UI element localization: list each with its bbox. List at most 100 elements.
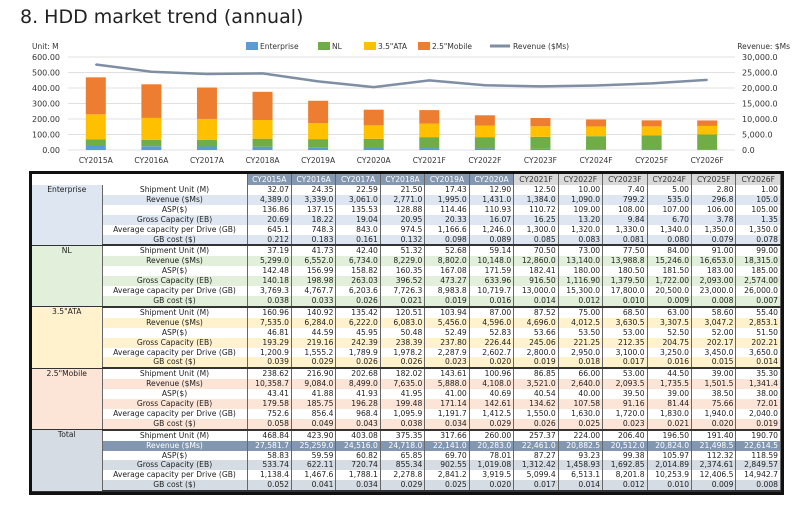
- section-label: NL: [32, 245, 103, 308]
- data-cell: 160.96: [247, 306, 292, 318]
- metric-label: GB cost ($): [102, 234, 248, 247]
- data-cell: 0.025: [424, 480, 470, 493]
- column-header: CY2026F: [735, 174, 781, 185]
- data-cell: 0.033: [291, 295, 337, 308]
- header-blank: [32, 174, 248, 185]
- bar-25mobile: [586, 119, 607, 127]
- data-cell: 0.038: [247, 295, 292, 308]
- data-cell: 0.017: [602, 357, 648, 370]
- data-cell: 2,093.5: [602, 379, 648, 390]
- metric-label: Gross Capacity (EB): [102, 214, 248, 225]
- data-cell: 1,300.0: [513, 224, 559, 235]
- data-cell: 50.48: [380, 327, 426, 338]
- y-tick-label: 300.00: [32, 100, 60, 109]
- data-cell: 136.86: [247, 204, 292, 215]
- data-cell: 0.038: [380, 418, 426, 431]
- y-tick-label: 200.00: [32, 115, 60, 124]
- data-cell: 120.51: [380, 306, 426, 318]
- y2-tick-label: 10,000.0: [742, 115, 778, 124]
- data-cell: 110.93: [469, 204, 515, 215]
- data-cell: 720.74: [335, 460, 381, 471]
- data-cell: 752.6: [247, 408, 292, 419]
- data-cell: 193.29: [247, 337, 292, 348]
- column-header: CY2023F: [602, 174, 648, 185]
- data-cell: 1,350.0: [735, 224, 781, 235]
- data-cell: 4,696.0: [513, 317, 559, 328]
- data-cell: 40.00: [558, 389, 604, 400]
- bar-nl: [530, 136, 551, 149]
- data-cell: 39.00: [691, 368, 737, 380]
- bar-35ata: [641, 126, 662, 136]
- data-cell: 25,259.0: [291, 440, 337, 451]
- data-cell: 1,788.1: [335, 470, 381, 481]
- data-cell: 0.026: [335, 357, 381, 370]
- data-cell: 2,287.9: [424, 347, 470, 358]
- data-cell: 1,019.08: [469, 460, 515, 471]
- table-row: Gross Capacity (EB) 179.58 185.75 196.28 199…: [32, 399, 781, 409]
- metric-label: ASP($): [102, 266, 248, 277]
- data-cell: 198.98: [291, 276, 337, 287]
- data-cell: 0.026: [335, 295, 381, 308]
- data-cell: 968.4: [335, 408, 381, 419]
- data-cell: 5,456.0: [424, 317, 470, 328]
- legend-label: 3.5"ATA: [378, 42, 408, 51]
- data-cell: 70.50: [513, 245, 559, 257]
- metric-label: Revenue ($Ms): [102, 194, 248, 205]
- revenue-point: [706, 79, 709, 81]
- data-cell: 135.42: [335, 306, 381, 318]
- bar-nl: [363, 138, 384, 149]
- data-cell: 242.39: [335, 337, 381, 348]
- data-cell: 7,726.3: [380, 286, 426, 296]
- data-cell: 1,735.5: [647, 379, 693, 390]
- data-cell: 1,550.0: [513, 408, 559, 419]
- data-cell: 112.32: [691, 450, 737, 461]
- data-cell: 109.00: [558, 204, 604, 215]
- data-cell: 0.020: [469, 480, 515, 493]
- data-cell: 24,516.0: [335, 440, 381, 451]
- data-cell: 0.009: [647, 295, 693, 308]
- data-cell: 2,853.1: [735, 317, 781, 328]
- metric-label: ASP($): [102, 450, 248, 461]
- data-cell: 75.66: [691, 399, 737, 409]
- data-cell: 1,312.42: [513, 460, 559, 471]
- data-cell: 52.49: [424, 327, 470, 338]
- bar-35ata: [419, 123, 440, 138]
- data-cell: 134.62: [513, 399, 559, 409]
- table-row: Enterprise Shipment Unit (M) 32.07 24.35 22.…: [32, 185, 781, 246]
- data-cell: 41.95: [380, 389, 426, 400]
- data-cell: 1,830.0: [647, 408, 693, 419]
- data-cell: 91.00: [691, 245, 737, 257]
- x-tick-label: CY2019A: [301, 156, 336, 165]
- data-cell: 13,140.0: [558, 256, 604, 267]
- revenue-point: [206, 73, 208, 75]
- y-tick-label: 500.00: [32, 69, 60, 78]
- revenue-line: [95, 63, 708, 89]
- data-cell: 7,535.0: [247, 317, 292, 328]
- data-cell: 22,141.0: [424, 440, 470, 451]
- data-cell: 8,802.0: [424, 256, 470, 267]
- right-axis-label: Revenue: $Ms: [737, 42, 790, 51]
- data-cell: 226.44: [469, 337, 515, 348]
- x-tick-label: CY2022F: [468, 156, 501, 165]
- data-cell: 1,166.6: [424, 224, 470, 235]
- data-cell: 0.008: [691, 295, 737, 308]
- data-cell: 78.01: [469, 450, 515, 461]
- data-cell: 3,061.0: [335, 194, 381, 205]
- y-tick-label: 600.00: [32, 53, 60, 62]
- data-cell: 0.010: [602, 295, 648, 308]
- data-cell: 196.50: [647, 429, 693, 441]
- data-cell: 75.00: [558, 306, 604, 318]
- data-cell: 40.69: [469, 389, 515, 400]
- metric-label: Shipment Unit (M): [102, 429, 248, 441]
- bar-enterprise: [141, 146, 162, 150]
- data-cell: 158.82: [335, 266, 381, 277]
- data-cell: 18,315.0: [735, 256, 781, 267]
- data-cell: 1,978.2: [380, 347, 426, 358]
- data-cell: 645.1: [247, 224, 292, 235]
- data-cell: 16,653.0: [691, 256, 737, 267]
- data-cell: 20,824.0: [647, 440, 693, 451]
- table-row: GB cost ($) 0.058 0.049 0.043 0.038 0.034 0.02…: [32, 418, 781, 431]
- data-cell: 257.37: [513, 429, 559, 441]
- bar-nl: [196, 139, 217, 147]
- revenue-point: [484, 84, 486, 87]
